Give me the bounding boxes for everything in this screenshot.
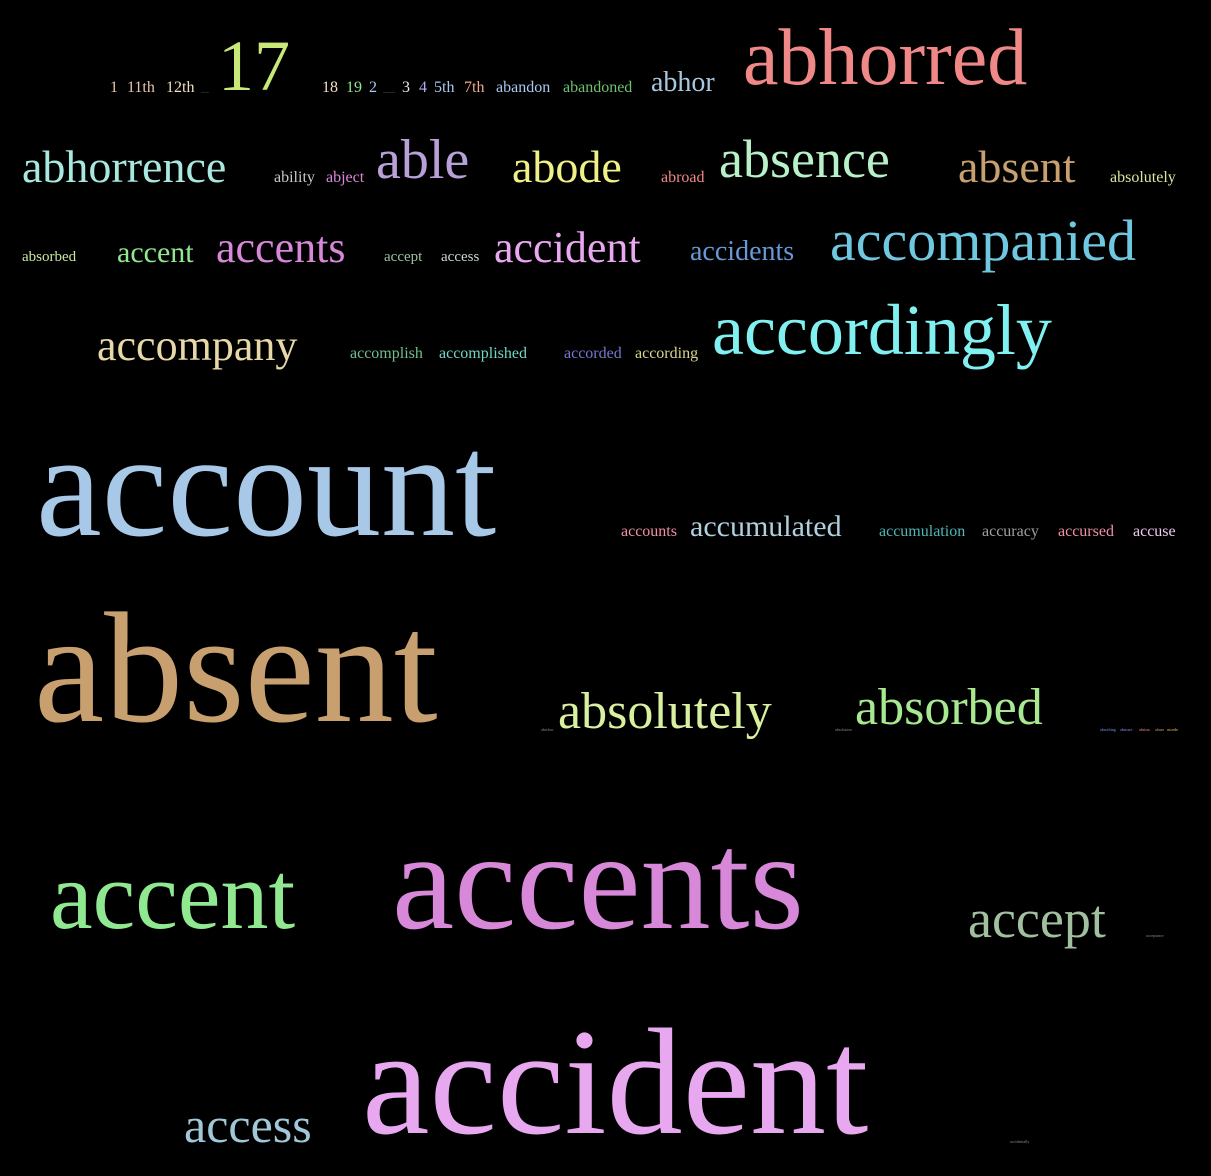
word-11th[interactable]: 11th <box>127 79 155 96</box>
word-absent[interactable]: absent <box>958 141 1076 192</box>
word-absent-large[interactable]: absent <box>34 581 438 756</box>
word-accents[interactable]: accents <box>216 223 346 272</box>
word-accuse[interactable]: accuse <box>1133 523 1176 540</box>
word-accordingly[interactable]: accordingly <box>712 290 1052 370</box>
word-abuse[interactable]: abuse <box>1155 727 1165 732</box>
word-accidentally[interactable]: accidentally <box>1010 1139 1030 1144</box>
word-accident-large[interactable]: accident <box>362 998 869 1166</box>
word-access-large[interactable]: access <box>184 1097 312 1153</box>
word-17[interactable]: 17 <box>218 26 290 106</box>
word-absorbed[interactable]: absorbed <box>22 249 77 265</box>
word-abhorrence[interactable]: abhorrence <box>22 141 227 192</box>
word-5th[interactable]: 5th <box>434 79 455 96</box>
word-absorbed-large[interactable]: absorbed <box>855 679 1043 736</box>
word-7th[interactable]: 7th <box>464 79 485 96</box>
word-accorded[interactable]: accorded <box>564 345 622 362</box>
word-account[interactable]: account <box>36 404 497 568</box>
word-accent[interactable]: accent <box>117 236 194 269</box>
word-ability[interactable]: ability <box>274 169 315 186</box>
word-12th[interactable]: 12th <box>166 79 195 96</box>
word-aberlaw[interactable]: aberlaw <box>541 727 554 732</box>
word-accidents[interactable]: accidents <box>690 236 795 267</box>
word-acceptance[interactable]: acceptance <box>1146 933 1164 938</box>
word-accept-large[interactable]: accept <box>968 889 1106 949</box>
word-absolutely-large[interactable]: absolutely <box>558 683 772 740</box>
word-absolutely[interactable]: absolutely <box>1110 169 1176 186</box>
word-abandon[interactable]: abandon <box>496 79 551 96</box>
word-accumulation[interactable]: accumulation <box>879 523 966 540</box>
word-accursed[interactable]: accursed <box>1058 523 1114 540</box>
word-accomplished[interactable]: accomplished <box>439 345 527 362</box>
word-accomplish[interactable]: accomplish <box>350 345 423 362</box>
word-accept[interactable]: accept <box>384 249 423 265</box>
word-access[interactable]: access <box>441 249 480 265</box>
word-accident[interactable]: accident <box>494 223 641 272</box>
word-2[interactable]: 2 <box>369 79 377 96</box>
word-abode[interactable]: abode <box>512 141 622 192</box>
separator: ___ <box>383 85 395 94</box>
word-absolution[interactable]: absolution <box>835 727 852 732</box>
word-abhorred[interactable]: abhorred <box>743 14 1028 102</box>
word-absorbing[interactable]: absorbing <box>1100 727 1116 732</box>
word-abject[interactable]: abject <box>326 169 365 186</box>
word-accent-large[interactable]: accent <box>50 842 296 949</box>
word-absence[interactable]: absence <box>719 129 890 189</box>
word-1[interactable]: 1 <box>110 79 118 96</box>
word-19[interactable]: 19 <box>346 79 362 96</box>
word-abstrac[interactable]: abstrac <box>1139 727 1151 732</box>
word-accede[interactable]: accede <box>1167 727 1178 732</box>
word-accompany[interactable]: accompany <box>97 321 298 370</box>
word-abandoned[interactable]: abandoned <box>563 79 633 96</box>
word-according[interactable]: according <box>635 345 699 362</box>
word-18[interactable]: 18 <box>322 79 338 96</box>
word-4[interactable]: 4 <box>419 79 427 96</box>
word-accuracy[interactable]: accuracy <box>982 523 1039 540</box>
separator: __ <box>201 85 209 94</box>
word-accounts[interactable]: accounts <box>621 523 677 540</box>
word-accents-large[interactable]: accents <box>392 804 804 959</box>
word-abhor[interactable]: abhor <box>651 67 715 98</box>
word-accumulated[interactable]: accumulated <box>690 510 842 543</box>
word-abstract[interactable]: abstract <box>1120 727 1133 732</box>
word-3[interactable]: 3 <box>402 79 410 96</box>
word-able[interactable]: able <box>376 129 470 191</box>
word-accompanied[interactable]: accompanied <box>830 208 1136 273</box>
word-abroad[interactable]: abroad <box>661 169 705 186</box>
